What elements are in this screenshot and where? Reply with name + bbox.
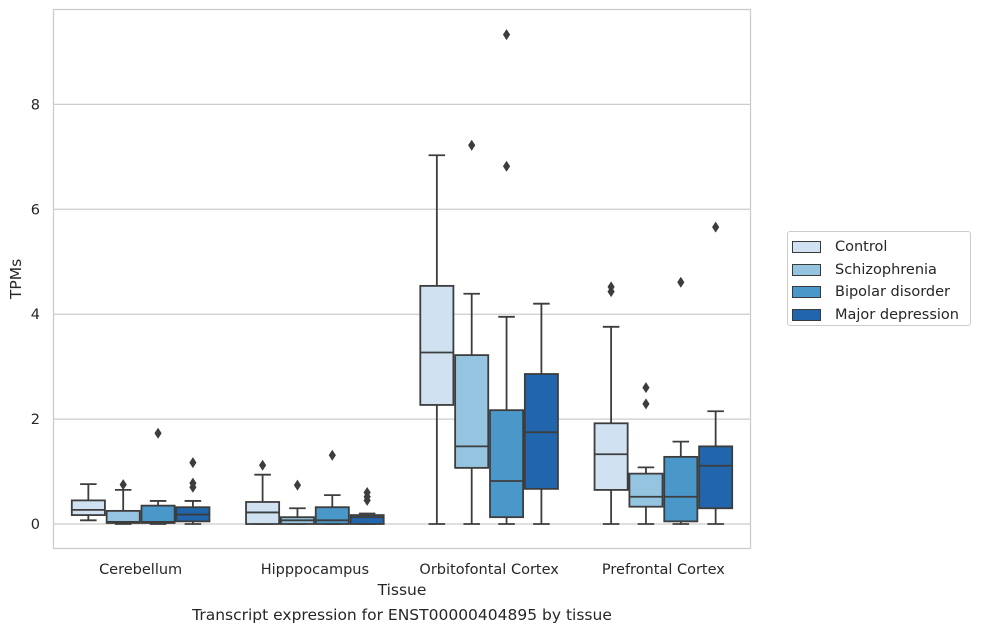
box-body [105,509,141,524]
box-0-2 [419,154,455,525]
x-tick-label: Hipppocampus [261,562,369,578]
box-3-0 [175,457,211,525]
box-body [454,354,490,469]
outlier-point [363,487,371,499]
y-tick-label: 2 [31,412,40,428]
box-body [314,506,350,525]
box-series [70,29,734,525]
box-1-1 [279,479,315,525]
legend-swatch [792,263,821,276]
outlier-point [677,276,685,288]
outlier-point [468,139,476,151]
legend-swatch [792,286,821,299]
x-tick-label: Orbitofontal Cortex [419,562,559,578]
x-axis-label: Tissue [377,581,427,599]
outlier-point [293,479,302,491]
outlier-point [502,29,511,41]
y-tick-label: 6 [31,202,40,218]
box-body [349,514,385,525]
legend-item-control: Control [792,236,970,259]
box-3-2 [523,302,559,525]
outlier-point [607,281,615,293]
box-2-2 [489,29,525,525]
box-body [663,455,699,523]
box-2-3 [663,276,699,525]
plot-frame [52,8,752,550]
y-axis: 0 2 4 6 8 [31,97,40,533]
box-3-1 [349,487,385,525]
y-axis-label: TPMs [7,259,25,300]
outlier-point [259,459,267,471]
box-body [419,284,455,406]
box-1-2 [454,139,490,525]
legend-item-major-depression: Major depression [792,304,970,327]
grid-lines [53,103,751,525]
outlier-point [642,398,650,410]
outlier-point [189,457,197,469]
box-body [628,472,664,508]
outlier-point [502,160,511,172]
box-body [593,422,629,491]
outlier-point [119,479,127,491]
outlier-point [328,449,336,461]
outlier-point [189,477,197,489]
box-0-1 [245,459,281,525]
legend-swatch [792,308,821,321]
box-2-0 [140,427,176,525]
box-body [70,499,106,516]
box-2-1 [314,449,350,525]
outlier-point [642,382,650,394]
legend-label: Control [835,239,888,256]
box-body [698,445,734,510]
box-0-0 [70,483,106,522]
legend-swatch [792,241,821,254]
legend: Control Schizophrenia Bipolar disorder M… [787,231,971,326]
x-axis: Cerebellum Hipppocampus Orbitofontal Corte… [99,562,725,578]
figure-caption: Transcript expression for ENST0000040489… [192,606,612,624]
outlier-point [712,221,720,233]
box-3-3 [698,221,734,525]
box-1-0 [105,479,141,525]
y-tick-label: 4 [31,307,40,323]
legend-label: Bipolar disorder [835,284,950,301]
x-tick-label: Cerebellum [99,562,182,578]
legend-item-schizophrenia: Schizophrenia [792,259,970,282]
box-body [140,504,176,524]
y-tick-label: 8 [31,97,40,113]
box-0-3 [593,281,629,525]
y-tick-label: 0 [31,517,40,533]
box-body [489,409,525,519]
legend-label: Schizophrenia [835,261,937,278]
legend-label: Major depression [835,306,959,323]
outlier-point [154,427,162,439]
box-1-3 [628,382,664,525]
legend-item-bipolar-disorder: Bipolar disorder [792,281,970,304]
x-tick-label: Prefrontal Cortex [602,562,725,578]
